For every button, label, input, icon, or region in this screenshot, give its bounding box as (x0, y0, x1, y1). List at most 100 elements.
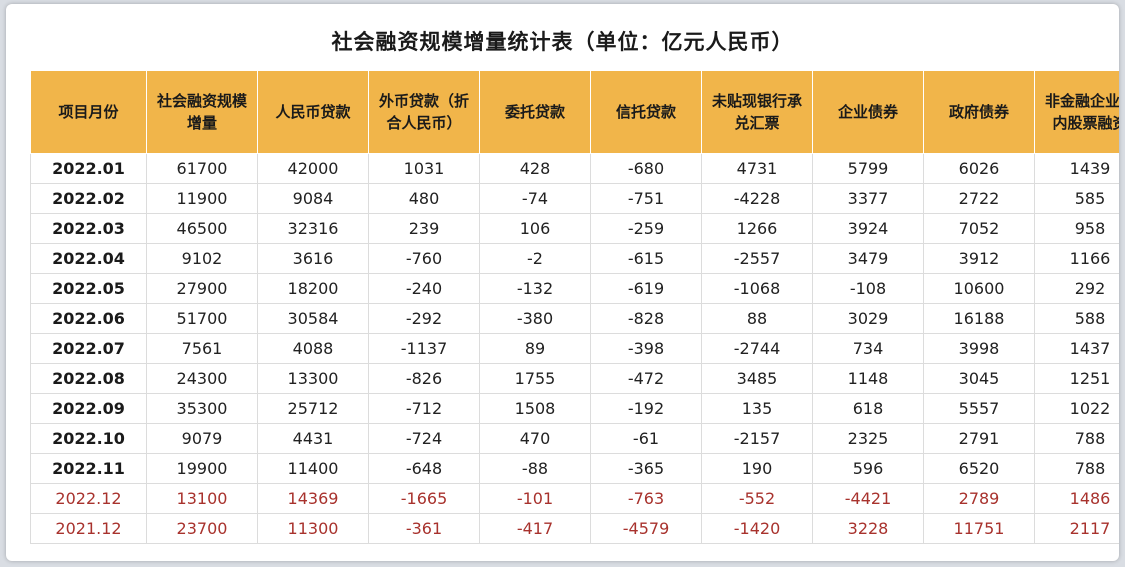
table-cell: 1266 (701, 213, 813, 244)
row-month: 2022.11 (30, 453, 147, 484)
table-cell: 2117 (1034, 513, 1119, 544)
table-cell: 5557 (923, 393, 1035, 424)
row-month: 2022.08 (30, 363, 147, 394)
table-cell: -398 (590, 333, 702, 364)
table-cell: 585 (1034, 183, 1119, 214)
table-cell: -680 (590, 153, 702, 184)
table-row: 2022.04 9102 3616 -760 -2 -615 -2557 3479 3912 11… (30, 243, 1119, 274)
table-cell: 3616 (257, 243, 369, 274)
column-header: 项目月份 (30, 70, 147, 154)
table-cell: 19900 (146, 453, 258, 484)
table-row: 2022.03 46500 32316 239 106 -259 1266 3924 7052 9… (30, 213, 1119, 244)
table-cell: 4731 (701, 153, 813, 184)
table-cell: 4431 (257, 423, 369, 454)
column-header: 委托贷款 (479, 70, 591, 154)
table-cell: 1166 (1034, 243, 1119, 274)
table-cell: 13100 (146, 483, 258, 514)
table-row: 2022.06 51700 30584 -292 -380 -828 88 3029 16188… (30, 303, 1119, 334)
table-cell: 3029 (812, 303, 924, 334)
table-cell: 42000 (257, 153, 369, 184)
table-cell: 470 (479, 423, 591, 454)
table-cell: 1022 (1034, 393, 1119, 424)
table-cell: -361 (368, 513, 480, 544)
table-cell: 88 (701, 303, 813, 334)
row-month: 2022.10 (30, 423, 147, 454)
table-cell: -380 (479, 303, 591, 334)
column-header: 人民币贷款 (257, 70, 369, 154)
row-month: 2022.02 (30, 183, 147, 214)
table-header: 项目月份 社会融资规模增量 人民币贷款 外币贷款（折合人民币） 委托贷款 信托贷款 未贴现银… (30, 70, 1119, 154)
table-row: 2022.08 24300 13300 -826 1755 -472 3485 1148 304… (30, 363, 1119, 394)
table-cell: -132 (479, 273, 591, 304)
table-cell: -4228 (701, 183, 813, 214)
table-cell: 9079 (146, 423, 258, 454)
document-frame: 社会融资规模增量统计表（单位：亿元人民币） 项目月份 社会融资规模增量 人民币贷款外… (6, 4, 1119, 561)
financing-table: 项目月份 社会融资规模增量 人民币贷款 外币贷款（折合人民币） 委托贷款 信托贷款 未贴现银… (30, 70, 1119, 544)
table-cell: 3377 (812, 183, 924, 214)
table-cell: 618 (812, 393, 924, 424)
row-month: 2022.07 (30, 333, 147, 364)
table-cell: 3045 (923, 363, 1035, 394)
table-cell: 6026 (923, 153, 1035, 184)
row-month: 2021.12 (30, 513, 147, 544)
table-row: 2022.07 7561 4088 -1137 89 -398 -2744 734 3998 14… (30, 333, 1119, 364)
table-cell: 11751 (923, 513, 1035, 544)
table-cell: -2557 (701, 243, 813, 274)
table-cell: 1486 (1034, 483, 1119, 514)
table-cell: 292 (1034, 273, 1119, 304)
row-month: 2022.06 (30, 303, 147, 334)
table-row: 2022.02 11900 9084 480 -74 -751 -4228 3377 2722 5… (30, 183, 1119, 214)
table-row: 2022.12 13100 14369 -1665 -101 -763 -552 -4421 2… (30, 483, 1119, 514)
table-cell: 788 (1034, 453, 1119, 484)
column-header: 信托贷款 (590, 70, 702, 154)
table-cell: 734 (812, 333, 924, 364)
header-row: 项目月份 社会融资规模增量 人民币贷款 外币贷款（折合人民币） 委托贷款 信托贷款 未贴现银… (30, 70, 1119, 154)
table-row: 2022.10 9079 4431 -724 470 -61 -2157 2325 2791 78… (30, 423, 1119, 454)
table-cell: 3479 (812, 243, 924, 274)
table-cell: 11300 (257, 513, 369, 544)
table-cell: -724 (368, 423, 480, 454)
table-cell: -828 (590, 303, 702, 334)
table-cell: 1508 (479, 393, 591, 424)
table-cell: -826 (368, 363, 480, 394)
table-cell: 14369 (257, 483, 369, 514)
table-cell: 7052 (923, 213, 1035, 244)
table-cell: -648 (368, 453, 480, 484)
table-row: 2022.05 27900 18200 -240 -132 -619 -1068 -108 10… (30, 273, 1119, 304)
table-cell: 190 (701, 453, 813, 484)
table-cell: -292 (368, 303, 480, 334)
table-cell: 1251 (1034, 363, 1119, 394)
row-month: 2022.09 (30, 393, 147, 424)
row-month: 2022.12 (30, 483, 147, 514)
table-cell: -1665 (368, 483, 480, 514)
table-cell: -760 (368, 243, 480, 274)
table-cell: 16188 (923, 303, 1035, 334)
table-cell: -88 (479, 453, 591, 484)
table-cell: 1437 (1034, 333, 1119, 364)
column-header: 社会融资规模增量 (146, 70, 258, 154)
table-cell: 480 (368, 183, 480, 214)
table-cell: -1137 (368, 333, 480, 364)
table-cell: 23700 (146, 513, 258, 544)
table-cell: -2157 (701, 423, 813, 454)
table-cell: 11900 (146, 183, 258, 214)
table-cell: 1031 (368, 153, 480, 184)
table-cell: 89 (479, 333, 591, 364)
column-header: 外币贷款（折合人民币） (368, 70, 480, 154)
table-cell: -365 (590, 453, 702, 484)
table-cell: 27900 (146, 273, 258, 304)
table-cell: 2722 (923, 183, 1035, 214)
table-cell: 2791 (923, 423, 1035, 454)
table-cell: 135 (701, 393, 813, 424)
column-header: 政府债券 (923, 70, 1035, 154)
table-cell: 61700 (146, 153, 258, 184)
table-cell: -1420 (701, 513, 813, 544)
table-cell: -4421 (812, 483, 924, 514)
table-cell: 24300 (146, 363, 258, 394)
table-cell: -712 (368, 393, 480, 424)
table-cell: 428 (479, 153, 591, 184)
table-cell: 11400 (257, 453, 369, 484)
table-row: 2022.11 19900 11400 -648 -88 -365 190 596 6520 78… (30, 453, 1119, 484)
table-cell: 3912 (923, 243, 1035, 274)
table-cell: 958 (1034, 213, 1119, 244)
